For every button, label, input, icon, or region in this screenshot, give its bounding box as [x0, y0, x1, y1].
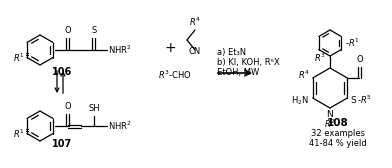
Text: CN: CN: [189, 48, 201, 56]
Text: NHR$^2$: NHR$^2$: [108, 120, 131, 132]
Text: $R^4$: $R^4$: [298, 69, 310, 81]
Text: S: S: [350, 95, 356, 104]
Text: NHR$^2$: NHR$^2$: [108, 44, 131, 56]
Text: -$R^1$: -$R^1$: [345, 37, 359, 49]
Text: O: O: [65, 102, 71, 111]
Text: +: +: [164, 41, 176, 55]
Text: $R^1$: $R^1$: [13, 51, 25, 64]
Text: -$R^5$: -$R^5$: [358, 94, 372, 106]
Text: $R^3$-CHO: $R^3$-CHO: [158, 69, 192, 81]
Text: O: O: [65, 26, 71, 35]
Text: O: O: [356, 55, 363, 64]
Text: 32 examples: 32 examples: [311, 130, 365, 138]
Text: 106: 106: [52, 67, 72, 77]
Text: EtOH, MW: EtOH, MW: [217, 69, 259, 77]
Text: 41-84 % yield: 41-84 % yield: [309, 139, 367, 149]
Text: $R^1$: $R^1$: [13, 127, 25, 140]
Text: 107: 107: [52, 139, 72, 149]
Text: N: N: [327, 110, 333, 119]
Text: $R^4$: $R^4$: [189, 16, 201, 28]
Text: SH: SH: [88, 104, 100, 113]
Text: a) Et₃N: a) Et₃N: [217, 49, 246, 57]
Text: b) KI, KOH, R⁵X: b) KI, KOH, R⁵X: [217, 57, 280, 67]
Text: $R^3$: $R^3$: [314, 52, 326, 64]
Text: S: S: [91, 26, 96, 35]
Text: 108: 108: [327, 118, 349, 128]
Text: H$_2$N: H$_2$N: [291, 95, 309, 107]
Text: $R^2$: $R^2$: [324, 118, 336, 130]
